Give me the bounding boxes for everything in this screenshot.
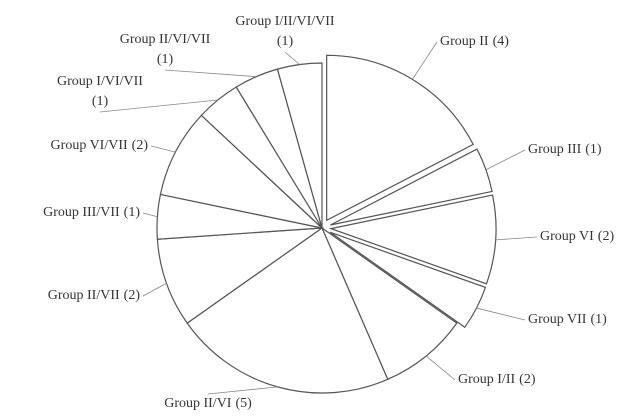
- leader-line: [495, 236, 538, 241]
- category-label: Group II/VII: [48, 288, 120, 303]
- category-label: Group II/VI/VII: [120, 32, 211, 47]
- slice-label: Group VI (2): [540, 229, 614, 244]
- slice-label: Group I/II (2): [458, 372, 536, 387]
- category-label: Group VI: [540, 229, 594, 244]
- category-label: Group III: [528, 142, 582, 157]
- value-label: (1): [585, 142, 602, 157]
- pie-slice: [320, 226, 458, 381]
- leader-line: [207, 386, 278, 395]
- pie-slice: [276, 62, 323, 229]
- category-label: Group II/VI: [164, 396, 232, 411]
- value-label: (2): [598, 229, 615, 244]
- slice-label: Group I/VI/VII (1): [57, 74, 143, 109]
- category-label: Group II: [440, 34, 489, 49]
- value-label: (2): [124, 288, 141, 303]
- leader-line: [99, 99, 218, 113]
- category-label: Group I/VI/VII: [57, 74, 143, 89]
- value-label: (2): [132, 138, 149, 153]
- slice-label: Group III (1): [528, 142, 602, 157]
- value-label: (4): [493, 34, 510, 49]
- slice-label: Group III/VII (1): [43, 205, 140, 220]
- slice-label: Group II/VII (2): [48, 288, 141, 303]
- category-label: Group I/II/VI/VII: [235, 14, 334, 29]
- category-label: Group I/II: [458, 372, 515, 387]
- category-label: Group VII: [528, 312, 587, 327]
- leader-line: [412, 41, 438, 80]
- value-label: (1): [92, 94, 109, 109]
- slice-label: Group I/II/VI/VII (1): [235, 14, 334, 49]
- value-label: (2): [519, 372, 536, 387]
- pie-slice: [159, 114, 324, 230]
- category-label: Group VI/VII: [51, 138, 128, 153]
- slice-label: Group II/VI (5): [164, 396, 252, 411]
- leader-line: [164, 69, 257, 78]
- leader-line: [284, 51, 300, 65]
- pie-slice: [329, 231, 487, 329]
- category-label: Group III/VII: [43, 205, 120, 220]
- pie-slice: [330, 148, 493, 226]
- pie-slice: [156, 227, 325, 324]
- slice-label: Group VII (1): [528, 312, 607, 327]
- pie-slice: [326, 54, 474, 222]
- leader-line: [150, 145, 176, 153]
- value-label: (1): [590, 312, 607, 327]
- value-label: (1): [157, 52, 174, 67]
- pie-slice: [328, 194, 497, 285]
- slice-label: Group II/VI/VII (1): [120, 32, 211, 67]
- leader-line: [142, 212, 158, 218]
- leader-line: [485, 149, 526, 171]
- slice-label: Group VI/VII (2): [51, 138, 149, 153]
- value-label: (5): [235, 396, 252, 411]
- leader-line: [476, 307, 526, 321]
- slice-label: Group II (4): [440, 34, 509, 49]
- value-label: (1): [124, 205, 141, 220]
- leader-line: [425, 355, 456, 381]
- value-label: (1): [277, 34, 294, 49]
- leader-line: [142, 282, 167, 297]
